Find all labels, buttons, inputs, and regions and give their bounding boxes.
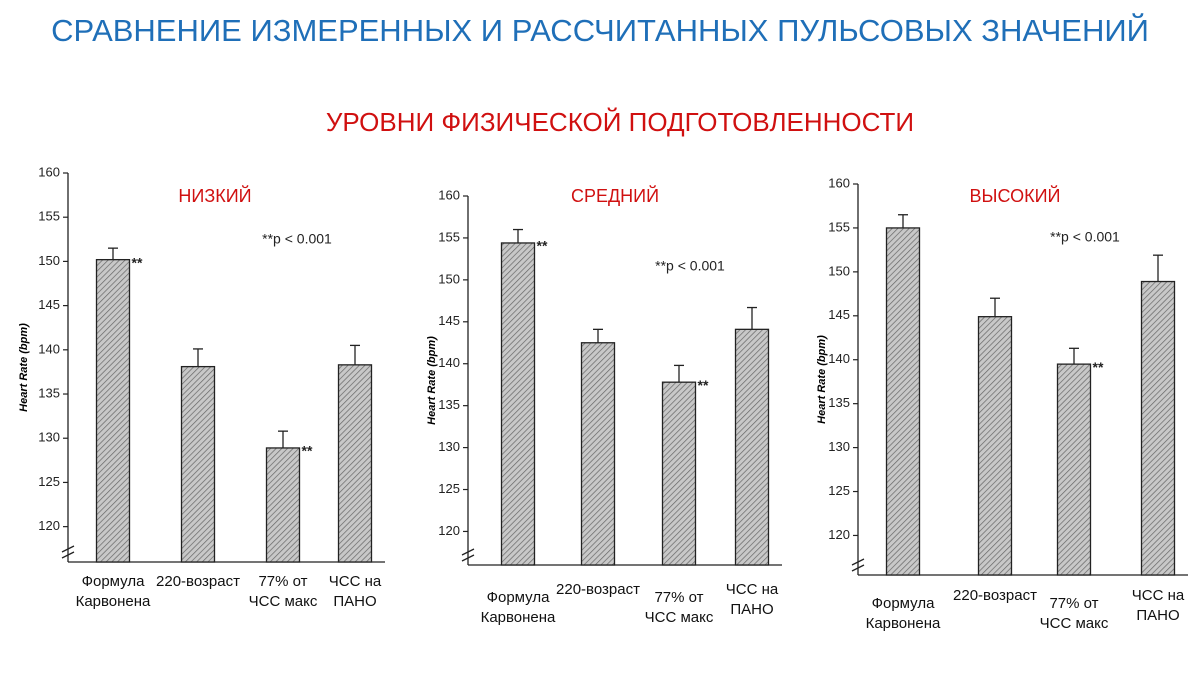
significance-marker: ** [537,238,548,254]
y-tick-label: 135 [438,397,460,412]
y-tick-label: 150 [438,271,460,286]
chart-title: СРЕДНИЙ [571,185,659,206]
bar [885,227,921,576]
bar [1056,363,1092,576]
y-tick-label: 130 [828,439,850,454]
axis-break [851,558,865,572]
y-tick-label: 125 [438,481,460,496]
x-tick-label: 77% от ЧСС макс [644,589,714,626]
y-tick-label: 125 [38,474,60,489]
slide-subtitle: УРОВНИ ФИЗИЧЕСКОЙ ПОДГОТОВЛЕННОСТИ [326,107,914,137]
x-tick-label: 220-возраст [953,587,1037,604]
y-tick-label: 150 [38,253,60,268]
significance-marker: ** [132,254,143,270]
x-tick-label: 77% от ЧСС макс [248,573,318,610]
y-tick-label: 160 [828,175,850,190]
y-tick-label: 145 [38,297,60,312]
y-tick-label: 135 [38,385,60,400]
bar [580,342,616,566]
bar [734,328,770,566]
significance-marker: ** [302,443,313,459]
significance-note: **p < 0.001 [262,231,332,247]
bar [500,242,536,566]
significance-marker: ** [1093,359,1104,375]
y-tick-label: 125 [828,483,850,498]
significance-note: **p < 0.001 [655,258,725,274]
y-tick-label: 155 [828,219,850,234]
y-tick-label: 120 [438,523,460,538]
y-tick-label: 155 [438,229,460,244]
y-tick-label: 120 [828,527,850,542]
y-axis-label: Heart Rate (bpm) [426,336,438,425]
slide-title: СРАВНЕНИЕ ИЗМЕРЕННЫХ И РАССЧИТАННЫХ ПУЛЬ… [51,12,1149,48]
y-tick-label: 120 [38,518,60,533]
axis-break [61,545,75,559]
chart-title: НИЗКИЙ [178,185,251,206]
y-tick-label: 140 [438,355,460,370]
chart-title: ВЫСОКИЙ [970,185,1061,206]
bar [180,365,216,563]
x-tick-label: ЧСС на ПАНО [1131,587,1185,624]
x-tick-label: Формула Карвонена [480,589,556,626]
x-tick-label: ЧСС на ПАНО [328,573,382,610]
axis-break [461,548,475,562]
x-tick-label: 77% от ЧСС макс [1039,595,1109,632]
y-tick-label: 145 [828,307,850,322]
bar [1140,280,1176,576]
y-axis-label: Heart Rate (bpm) [18,323,30,412]
x-tick-label: Формула Карвонена [75,573,151,610]
y-axis-label: Heart Rate (bpm) [816,335,828,424]
y-tick-label: 130 [438,439,460,454]
y-tick-label: 145 [438,313,460,328]
significance-note: **p < 0.001 [1050,229,1120,245]
y-tick-label: 130 [38,430,60,445]
x-tick-label: 220-возраст [556,581,640,598]
bar [977,316,1013,576]
y-tick-label: 160 [38,164,60,179]
y-tick-label: 160 [438,187,460,202]
x-tick-label: ЧСС на ПАНО [725,581,779,618]
significance-marker: ** [698,377,709,393]
bar [661,381,697,566]
x-tick-label: Формула Карвонена [865,595,941,632]
bar [337,364,373,563]
x-tick-label: 220-возраст [156,573,240,590]
y-tick-label: 140 [38,341,60,356]
bar [265,447,301,563]
y-tick-label: 135 [828,395,850,410]
bar [95,258,131,563]
y-tick-label: 150 [828,263,850,278]
y-tick-label: 140 [828,351,850,366]
y-tick-label: 155 [38,209,60,224]
